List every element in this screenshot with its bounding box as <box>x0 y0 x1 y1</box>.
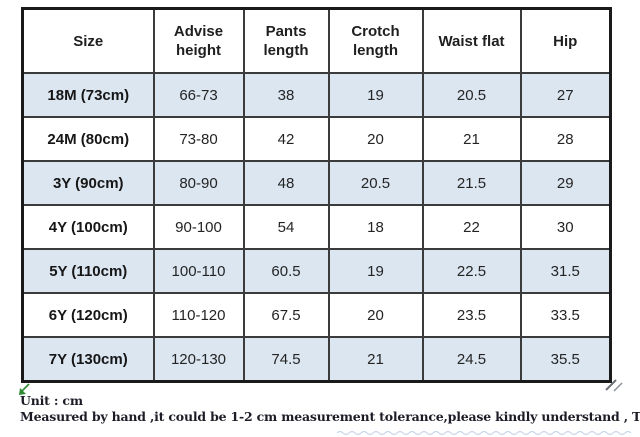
table-cell: 24.5 <box>421 336 522 383</box>
notes-block: Unit : cm Measured by hand ,it could be … <box>20 393 640 425</box>
size-cell: 18M (73cm) <box>21 72 155 118</box>
table-row-6y: 6Y (120cm) 110-120 67.5 20 23.5 33.5 <box>21 292 612 338</box>
table-cell: 33.5 <box>519 292 612 338</box>
table-cell: 110-120 <box>152 292 245 338</box>
tolerance-note: Measured by hand ,it could be 1-2 cm mea… <box>20 409 640 424</box>
table-cell: 21.5 <box>421 160 522 206</box>
table-cell: 60.5 <box>242 248 330 294</box>
table-cell: 73-80 <box>152 116 245 162</box>
table-cell: 23.5 <box>421 292 522 338</box>
table-cell: 74.5 <box>242 336 330 383</box>
selection-corner-arrow-icon <box>19 383 30 395</box>
column-header-waist-flat: Waist flat <box>421 7 522 74</box>
size-cell: 6Y (120cm) <box>21 292 155 338</box>
table-cell: 90-100 <box>152 204 245 250</box>
table-cell: 67.5 <box>242 292 330 338</box>
table-row-4y: 4Y (100cm) 90-100 54 18 22 30 <box>21 204 612 250</box>
size-cell: 5Y (110cm) <box>21 248 155 294</box>
table-cell: 100-110 <box>152 248 245 294</box>
table-cell: 20.5 <box>421 72 522 118</box>
table-cell: 28 <box>519 116 612 162</box>
table-row-7y: 7Y (130cm) 120-130 74.5 21 24.5 35.5 <box>21 336 612 383</box>
table-cell: 31.5 <box>519 248 612 294</box>
table-row-24m: 24M (80cm) 73-80 42 20 21 28 <box>21 116 612 162</box>
column-header-advise-height: Advise height <box>152 7 245 74</box>
column-header-size: Size <box>21 7 155 74</box>
size-cell: 7Y (130cm) <box>21 336 155 383</box>
table-cell: 42 <box>242 116 330 162</box>
wavy-underline-mark <box>337 430 632 435</box>
table-cell: 19 <box>327 72 424 118</box>
table-cell: 35.5 <box>519 336 612 383</box>
resize-handle-icon <box>605 379 623 392</box>
column-header-crotch-length: Crotch length <box>327 7 424 74</box>
size-chart-table: Size Advise height Pants length Crotch l… <box>21 7 612 383</box>
column-header-hip: Hip <box>519 7 612 74</box>
table-cell: 20 <box>327 292 424 338</box>
column-header-pants-length: Pants length <box>242 7 330 74</box>
table-cell: 22 <box>421 204 522 250</box>
table-cell: 120-130 <box>152 336 245 383</box>
table-cell: 66-73 <box>152 72 245 118</box>
table-cell: 48 <box>242 160 330 206</box>
table-row-18m: 18M (73cm) 66-73 38 19 20.5 27 <box>21 72 612 118</box>
table-cell: 21 <box>327 336 424 383</box>
table-row-3y: 3Y (90cm) 80-90 48 20.5 21.5 29 <box>21 160 612 206</box>
size-cell: 3Y (90cm) <box>21 160 155 206</box>
table-cell: 30 <box>519 204 612 250</box>
table-cell: 80-90 <box>152 160 245 206</box>
table-cell: 20.5 <box>327 160 424 206</box>
table-cell: 54 <box>242 204 330 250</box>
table-cell: 29 <box>519 160 612 206</box>
table-cell: 27 <box>519 72 612 118</box>
table-cell: 21 <box>421 116 522 162</box>
table-cell: 22.5 <box>421 248 522 294</box>
header-row: Size Advise height Pants length Crotch l… <box>21 7 612 74</box>
table-cell: 19 <box>327 248 424 294</box>
table-row-5y: 5Y (110cm) 100-110 60.5 19 22.5 31.5 <box>21 248 612 294</box>
table-cell: 38 <box>242 72 330 118</box>
size-cell: 24M (80cm) <box>21 116 155 162</box>
unit-note: Unit : cm <box>20 393 83 408</box>
table-cell: 20 <box>327 116 424 162</box>
size-cell: 4Y (100cm) <box>21 204 155 250</box>
table-cell: 18 <box>327 204 424 250</box>
